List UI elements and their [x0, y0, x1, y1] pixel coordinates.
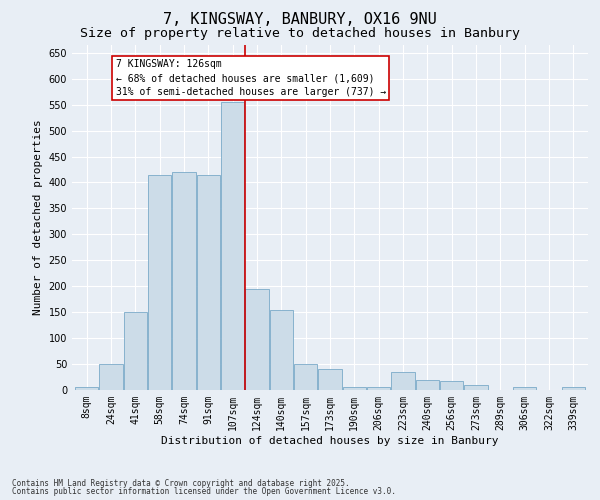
Bar [319, 369, 341, 390]
Bar [172, 172, 196, 390]
Bar [464, 385, 488, 390]
Y-axis label: Number of detached properties: Number of detached properties [33, 120, 43, 316]
Bar [221, 102, 244, 390]
Bar [245, 289, 269, 390]
Bar [513, 388, 536, 390]
Text: Contains HM Land Registry data © Crown copyright and database right 2025.: Contains HM Land Registry data © Crown c… [12, 478, 350, 488]
Bar [148, 174, 171, 390]
Bar [416, 380, 439, 390]
Bar [270, 310, 293, 390]
Bar [562, 388, 585, 390]
Bar [367, 388, 390, 390]
Text: Contains public sector information licensed under the Open Government Licence v3: Contains public sector information licen… [12, 487, 396, 496]
Text: 7, KINGSWAY, BANBURY, OX16 9NU: 7, KINGSWAY, BANBURY, OX16 9NU [163, 12, 437, 28]
X-axis label: Distribution of detached houses by size in Banbury: Distribution of detached houses by size … [161, 436, 499, 446]
Text: 7 KINGSWAY: 126sqm
← 68% of detached houses are smaller (1,609)
31% of semi-deta: 7 KINGSWAY: 126sqm ← 68% of detached hou… [116, 59, 386, 97]
Bar [124, 312, 147, 390]
Bar [343, 388, 366, 390]
Bar [294, 364, 317, 390]
Bar [391, 372, 415, 390]
Bar [197, 174, 220, 390]
Text: Size of property relative to detached houses in Banbury: Size of property relative to detached ho… [80, 28, 520, 40]
Bar [440, 380, 463, 390]
Bar [100, 364, 122, 390]
Bar [75, 388, 98, 390]
